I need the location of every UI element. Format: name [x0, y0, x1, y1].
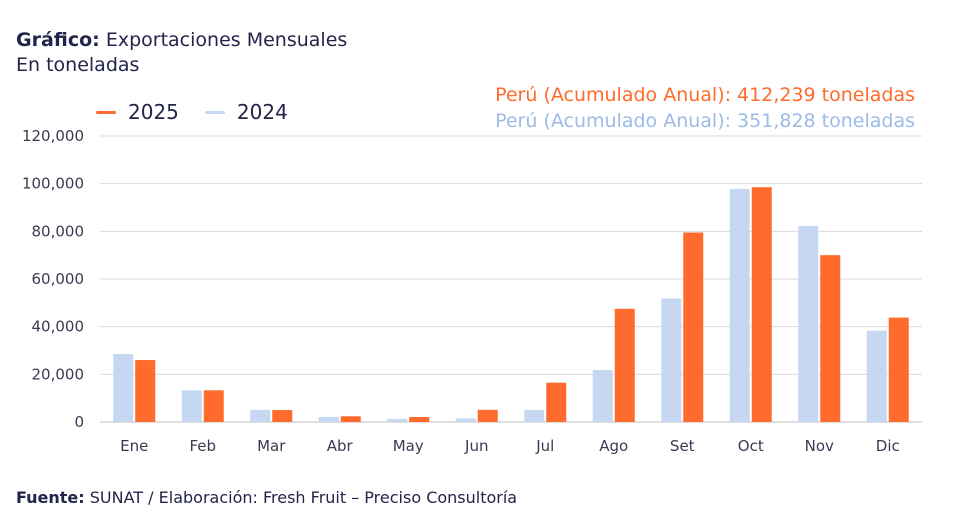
bar-2024 [113, 354, 134, 422]
chart-title: Gráfico: Exportaciones Mensuales [16, 28, 347, 53]
bar-2025 [683, 232, 704, 422]
x-tick-label: Feb [189, 437, 216, 455]
bar-2024 [455, 418, 476, 422]
legend-swatch-2024 [204, 110, 225, 114]
bar-2025 [272, 410, 293, 422]
x-tick-label: May [393, 437, 424, 455]
bar-2024 [661, 298, 682, 422]
bar-2025 [888, 317, 909, 422]
x-tick-label: Nov [805, 437, 834, 455]
bar-2024 [798, 225, 819, 422]
x-tick-label: Jul [535, 437, 554, 455]
legend-item-2025: 2025 [96, 100, 179, 124]
chart-title-prefix: Gráfico: [16, 29, 100, 51]
legend-label-2025: 2025 [128, 100, 179, 124]
x-tick-label: Ago [599, 437, 628, 455]
x-tick-label: Oct [738, 437, 764, 455]
legend-label-2024: 2024 [236, 100, 288, 124]
bar-2025 [203, 390, 224, 422]
source-note: Fuente: SUNAT / Elaboración: Fresh Fruit… [16, 488, 517, 507]
bar-2025 [340, 416, 361, 422]
y-tick-label: 40,000 [32, 318, 85, 336]
legend-swatch-2025 [96, 110, 116, 114]
x-tick-label: Ene [120, 437, 148, 455]
y-tick-label: 0 [74, 413, 84, 431]
source-text: SUNAT / Elaboración: Fresh Fruit – Preci… [89, 488, 518, 507]
bar-2024 [318, 416, 339, 422]
chart-title-text: Exportaciones Mensuales [105, 29, 348, 51]
total-2024: Perú (Acumulado Anual): 351,828 tonelada… [495, 110, 915, 132]
bar-2025 [751, 187, 772, 422]
chart-title-block: Gráfico: Exportaciones Mensuales En tone… [16, 28, 347, 78]
annual-totals: Perú (Acumulado Anual): 412,239 tonelada… [495, 82, 915, 134]
bar-2025 [546, 382, 567, 422]
bar-2025 [820, 255, 841, 422]
source-prefix: Fuente: [16, 488, 85, 507]
x-tick-label: Dic [876, 437, 900, 455]
y-tick-label: 120,000 [22, 127, 84, 145]
bar-2025 [135, 360, 156, 422]
x-tick-label: Abr [327, 437, 354, 455]
x-tick-label: Set [670, 437, 695, 455]
bar-2024 [866, 330, 887, 422]
bar-2024 [250, 409, 271, 422]
x-tick-label: Mar [257, 437, 286, 455]
chart-legend: 2025 2024 [96, 100, 314, 124]
y-tick-label: 80,000 [32, 222, 85, 240]
legend-item-2024: 2024 [204, 100, 288, 124]
bar-2024 [387, 418, 408, 422]
bar-2024 [524, 410, 545, 422]
y-tick-label: 100,000 [22, 175, 84, 193]
chart-subtitle: En toneladas [16, 54, 140, 76]
x-tick-label: Jun [464, 437, 488, 455]
total-2025: Perú (Acumulado Anual): 412,239 tonelada… [495, 84, 915, 106]
bar-2025 [409, 416, 430, 422]
bar-2024 [181, 390, 202, 422]
bar-2025 [477, 409, 498, 422]
bar-2024 [592, 370, 613, 422]
bar-2024 [729, 188, 750, 422]
bar-2025 [614, 308, 635, 422]
y-tick-label: 20,000 [32, 365, 85, 383]
y-tick-label: 60,000 [32, 270, 85, 288]
